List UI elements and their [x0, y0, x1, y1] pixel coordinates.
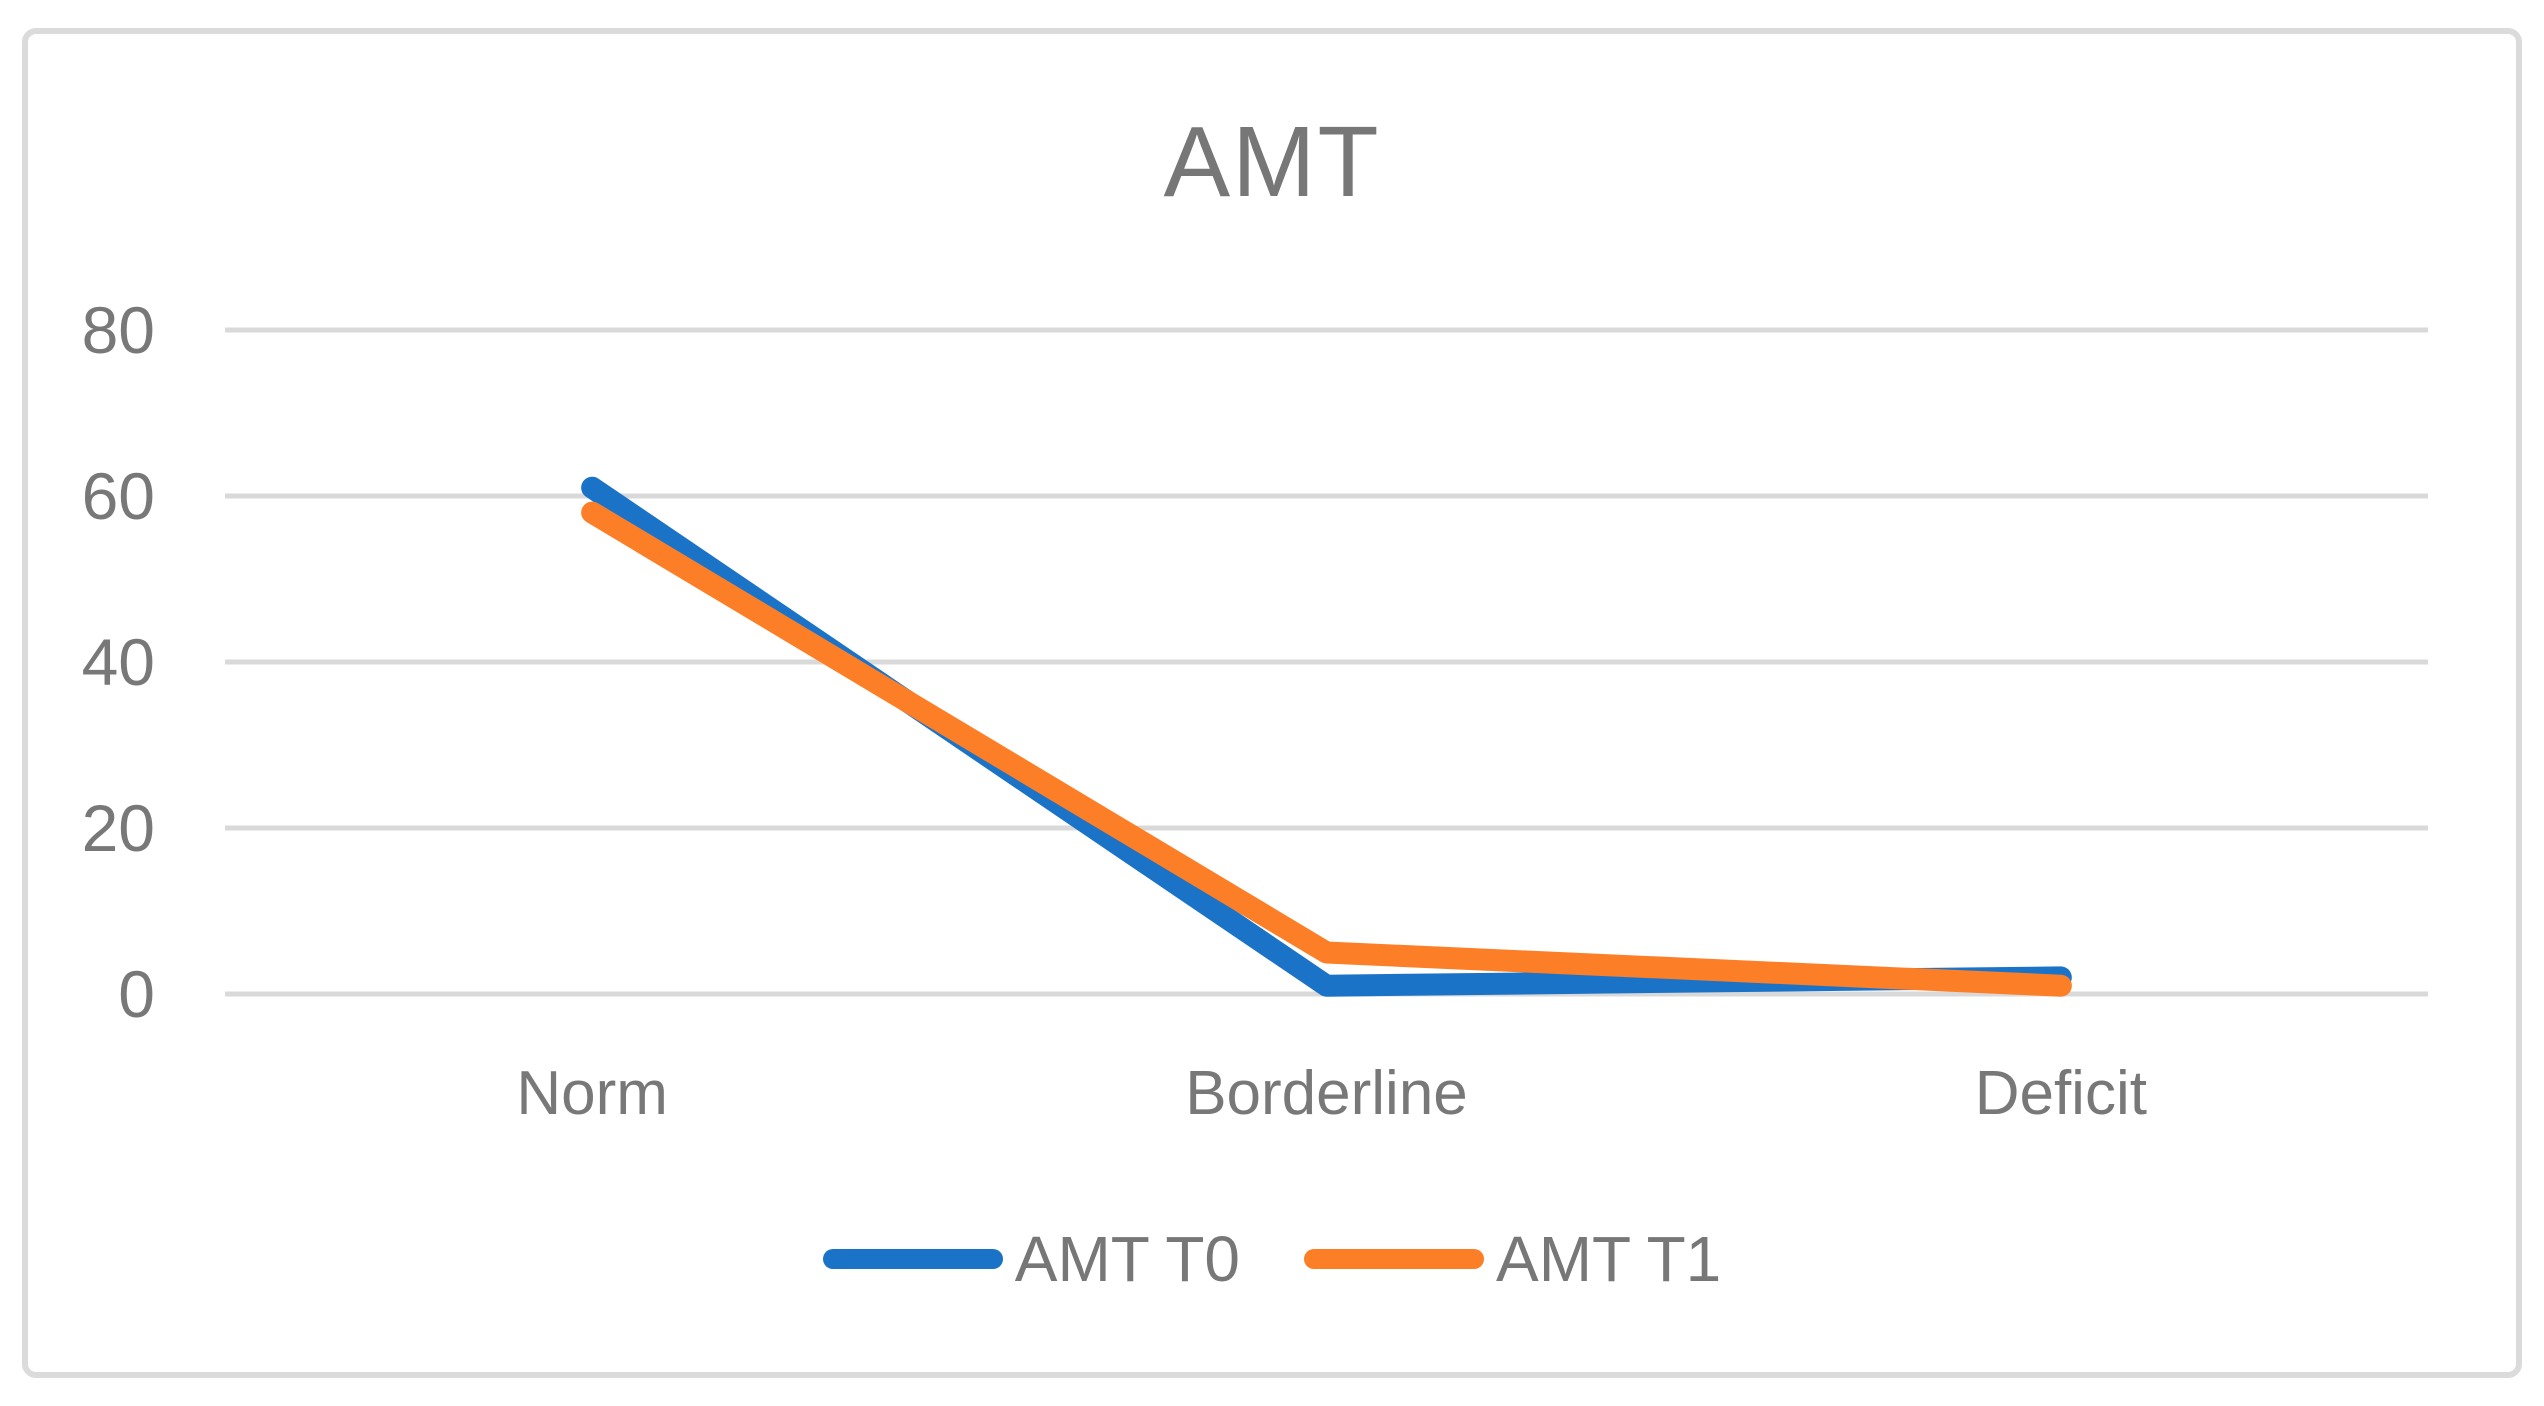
x-category-label-norm: Norm — [516, 1059, 668, 1128]
chart-title: AMT — [1163, 106, 1381, 218]
legend: AMT T0 AMT T1 — [0, 1218, 2544, 1300]
y-tick-label-0: 0 — [118, 957, 155, 1031]
legend-item-amt-t0: AMT T0 — [822, 1223, 1240, 1295]
series-line-amt-t0 — [581, 476, 2072, 997]
legend-line-swatch-amt-t0 — [822, 1249, 1003, 1269]
y-tick-label-40: 40 — [81, 625, 155, 699]
legend-line-swatch-amt-t1 — [1304, 1249, 1484, 1269]
legend-item-amt-t1: AMT T1 — [1304, 1227, 1721, 1291]
x-category-label-deficit: Deficit — [1974, 1059, 2147, 1128]
chart-border-frame — [22, 28, 2522, 1378]
y-tick-label-20: 20 — [81, 791, 155, 865]
y-tick-label-60: 60 — [81, 459, 155, 533]
legend-label-amt-t1: AMT T1 — [1496, 1223, 1722, 1295]
y-tick-label-80: 80 — [81, 293, 155, 367]
legend-label-amt-t0: AMT T0 — [1014, 1223, 1240, 1295]
x-category-label-borderline: Borderline — [1185, 1059, 1468, 1128]
series-line-amt-t1 — [581, 501, 2072, 997]
